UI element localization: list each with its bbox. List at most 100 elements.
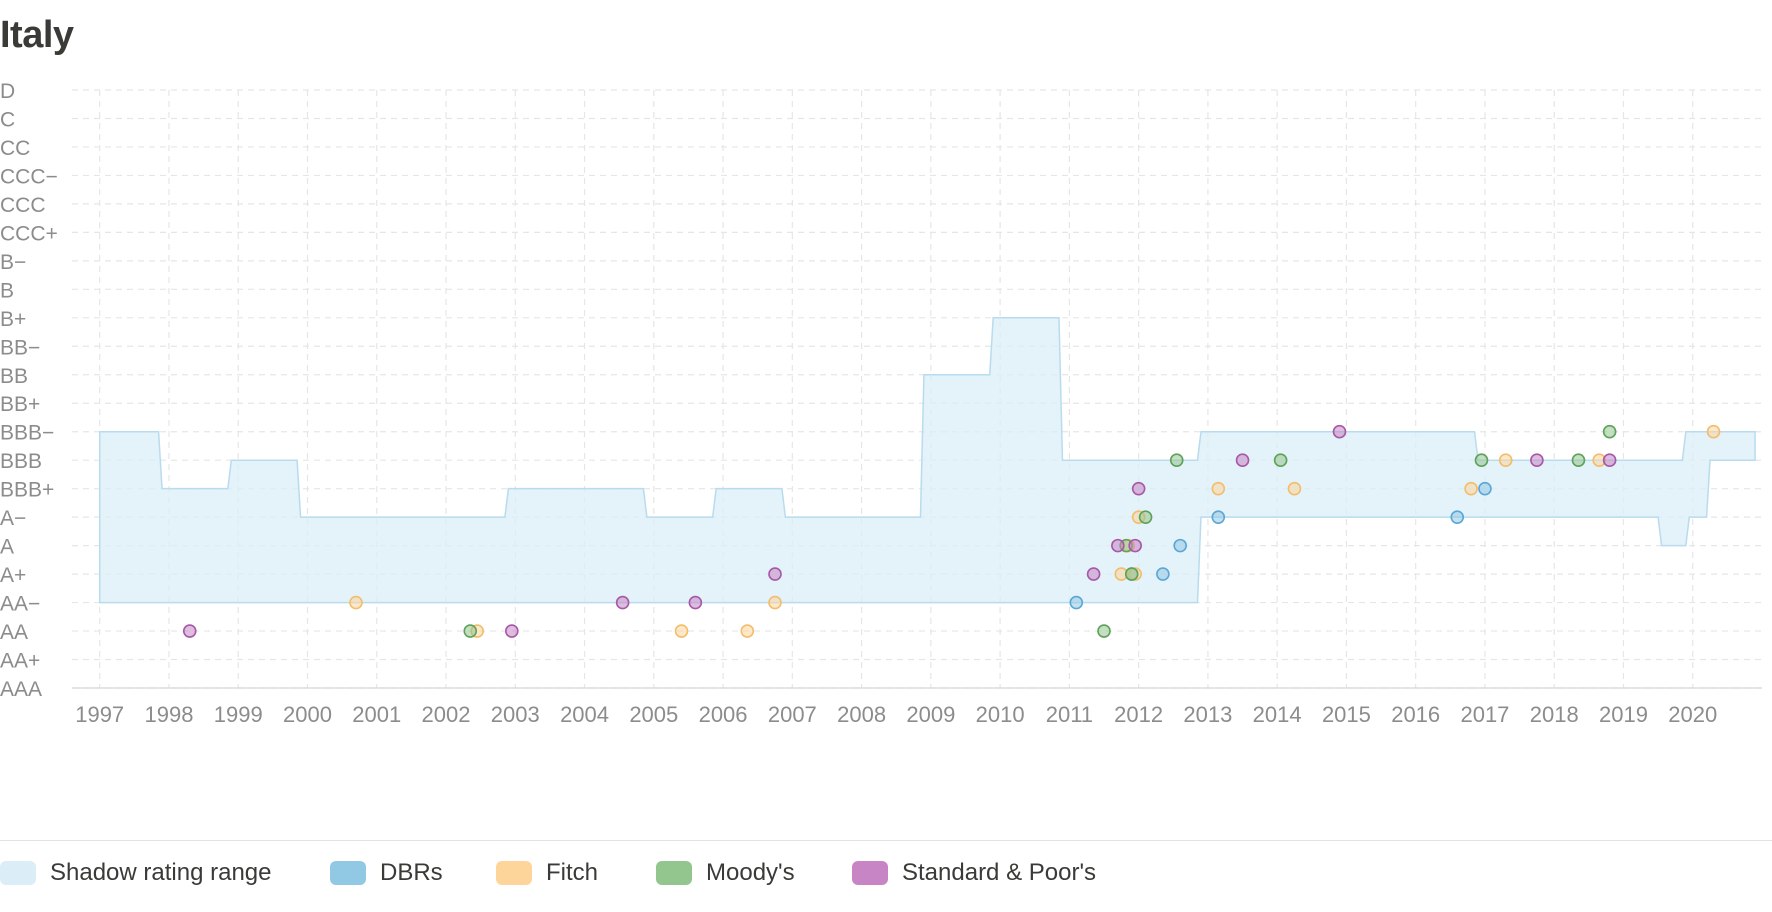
legend-item-dbrs[interactable]: DBRs xyxy=(330,859,443,887)
x-tick-label: 1998 xyxy=(144,702,193,727)
x-tick-label: 2012 xyxy=(1114,702,1163,727)
y-tick-label: BB xyxy=(0,365,28,388)
x-tick-label: 2017 xyxy=(1460,702,1509,727)
x-tick-label: 2006 xyxy=(699,702,748,727)
rating-point-dbrs xyxy=(1069,595,1084,610)
x-tick-label: 2013 xyxy=(1183,702,1232,727)
rating-point-standard-poor-s xyxy=(1128,538,1142,553)
rating-point-standard-poor-s xyxy=(768,567,782,581)
rating-history-chart: DCCCCCC−CCCCCC+B−BB+BB−BBBB+BBB−BBBBBB+A… xyxy=(0,80,1762,727)
y-tick-label: B+ xyxy=(0,308,26,331)
x-tick-label: 2005 xyxy=(629,702,678,727)
rating-point-fitch xyxy=(768,595,782,610)
y-tick-label: AA+ xyxy=(0,650,40,673)
y-tick-label: CCC xyxy=(0,194,46,217)
rating-point-moody-s xyxy=(463,624,478,638)
legend-item-fitch[interactable]: Fitch xyxy=(496,859,598,887)
y-tick-label: A− xyxy=(0,507,26,530)
y-tick-label: BBB xyxy=(0,450,42,473)
rating-point-moody-s xyxy=(1273,453,1288,467)
x-tick-label: 1997 xyxy=(75,702,124,727)
rating-point-moody-s xyxy=(1571,453,1586,467)
rating-point-dbrs xyxy=(1478,481,1492,496)
legend-swatch-dbrs xyxy=(330,861,366,885)
rating-point-standard-poor-s xyxy=(1086,567,1101,581)
x-tick-label: 2007 xyxy=(768,702,817,727)
y-tick-label: AA xyxy=(0,621,28,644)
y-tick-label: CC xyxy=(0,137,30,160)
rating-point-fitch xyxy=(1498,453,1513,467)
rating-point-dbrs xyxy=(1173,538,1187,553)
legend-label: Standard & Poor's xyxy=(902,859,1097,886)
rating-point-dbrs xyxy=(1450,510,1465,524)
legend-label: Shadow rating range xyxy=(50,859,272,886)
x-tick-label: 2015 xyxy=(1322,702,1371,727)
y-tick-label: D xyxy=(0,80,15,103)
y-tick-label: C xyxy=(0,108,15,131)
rating-point-moody-s xyxy=(1124,567,1139,581)
rating-point-fitch xyxy=(740,624,755,638)
rating-point-fitch xyxy=(1706,424,1721,439)
x-tick-label: 2000 xyxy=(283,702,332,727)
x-tick-label: 2011 xyxy=(1046,702,1093,727)
rating-point-fitch xyxy=(1464,481,1478,496)
chart-title: Italy xyxy=(0,14,74,56)
x-tick-label: 2001 xyxy=(352,702,401,727)
x-tick-label: 2016 xyxy=(1391,702,1440,727)
y-tick-label: A+ xyxy=(0,564,26,587)
rating-point-dbrs xyxy=(1211,510,1226,524)
rating-point-moody-s xyxy=(1138,510,1153,524)
legend-item-shadow-range[interactable]: Shadow rating range xyxy=(0,859,271,887)
y-tick-label: AAA xyxy=(0,678,42,701)
rating-point-standard-poor-s xyxy=(1131,481,1146,496)
x-tick-label: 2002 xyxy=(422,702,471,727)
rating-point-standard-poor-s xyxy=(182,624,197,638)
rating-point-moody-s xyxy=(1474,453,1489,467)
legend-item-standard-and-poors[interactable]: Standard & Poor's xyxy=(852,859,1096,887)
y-tick-label: AA− xyxy=(0,593,40,616)
rating-point-standard-poor-s xyxy=(615,595,630,610)
y-tick-label: BBB− xyxy=(0,422,54,445)
x-tick-label: 2020 xyxy=(1668,702,1717,727)
legend-label: Moody's xyxy=(706,859,795,886)
legend-swatch-fitch xyxy=(496,861,532,885)
legend-label: Fitch xyxy=(546,859,599,886)
rating-point-moody-s xyxy=(1097,624,1111,638)
legend-swatch-moodys xyxy=(656,861,692,885)
x-tick-label: 2010 xyxy=(976,702,1025,727)
rating-point-standard-poor-s xyxy=(1235,453,1250,467)
legend-swatch-standard-and-poors xyxy=(852,861,888,885)
rating-point-standard-poor-s xyxy=(688,595,703,610)
y-tick-label: B− xyxy=(0,251,26,274)
rating-point-standard-poor-s xyxy=(1111,538,1125,553)
rating-point-fitch xyxy=(1211,481,1226,496)
x-tick-label: 2019 xyxy=(1599,702,1648,727)
rating-point-moody-s xyxy=(1602,424,1617,439)
legend: Shadow rating range DBRs Fitch Moody's S… xyxy=(0,840,1772,891)
y-tick-label: A xyxy=(0,536,14,559)
rating-point-moody-s xyxy=(1169,453,1184,467)
rating-point-standard-poor-s xyxy=(1332,424,1347,439)
legend-item-moodys[interactable]: Moody's xyxy=(656,859,795,887)
rating-point-dbrs xyxy=(1156,567,1170,581)
y-tick-label: BB− xyxy=(0,336,40,359)
rating-point-fitch xyxy=(1287,481,1302,496)
rating-point-standard-poor-s xyxy=(505,624,519,638)
rating-point-fitch xyxy=(674,624,689,638)
legend-label: DBRs xyxy=(380,859,443,886)
rating-point-standard-poor-s xyxy=(1602,453,1617,467)
x-tick-label: 2008 xyxy=(837,702,886,727)
x-tick-label: 2003 xyxy=(491,702,540,727)
x-tick-label: 2018 xyxy=(1530,702,1579,727)
x-tick-label: 2004 xyxy=(560,702,609,727)
legend-swatch-shadow-range xyxy=(0,861,36,885)
y-tick-label: BBB+ xyxy=(0,479,54,502)
x-tick-label: 2009 xyxy=(906,702,955,727)
y-tick-label: BB+ xyxy=(0,393,40,416)
y-tick-label: CCC+ xyxy=(0,222,58,245)
x-tick-label: 2014 xyxy=(1253,702,1302,727)
shadow-rating-range-area xyxy=(98,317,1756,604)
y-tick-label: CCC− xyxy=(0,165,58,188)
x-tick-label: 1999 xyxy=(214,702,263,727)
y-tick-label: B xyxy=(0,279,14,302)
